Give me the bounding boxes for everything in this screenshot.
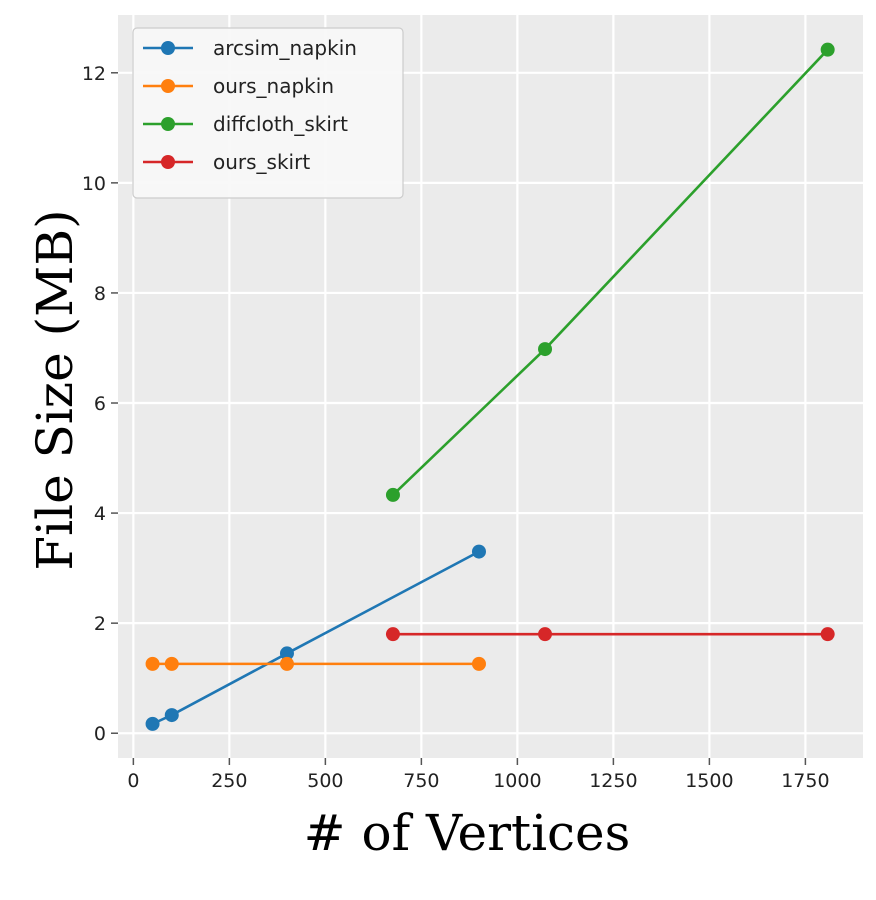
data-point xyxy=(385,487,400,502)
legend-label: arcsim_napkin xyxy=(213,36,357,60)
data-point xyxy=(164,656,179,671)
data-point xyxy=(820,42,835,57)
x-tick-label: 500 xyxy=(307,770,343,792)
data-point xyxy=(471,656,486,671)
legend-marker xyxy=(161,117,175,131)
x-tick-labels: 0 250 500 750 1000 1250 1500 1750 xyxy=(127,758,830,792)
legend-item: arcsim_napkin xyxy=(143,36,357,60)
legend-item: diffcloth_skirt xyxy=(143,112,348,136)
series-group xyxy=(145,42,835,731)
legend-item: ours_skirt xyxy=(143,150,310,174)
legend-box xyxy=(132,27,404,199)
y-tick-labels: 0 2 4 6 8 10 12 xyxy=(82,63,118,745)
series-ours-napkin xyxy=(145,656,486,671)
data-point xyxy=(145,656,160,671)
series-arcsim-napkin xyxy=(145,544,486,731)
x-axis-title: # of Vertices xyxy=(304,804,631,862)
legend: arcsim_napkin ours_napkin diffcloth_skirto… xyxy=(132,27,404,199)
series-diffcloth-skirt xyxy=(385,42,835,502)
y-tick-label: 4 xyxy=(94,503,106,525)
y-tick-label: 2 xyxy=(94,613,106,635)
legend-marker xyxy=(161,41,175,55)
data-point xyxy=(471,544,486,559)
x-tick-label: 1500 xyxy=(685,770,733,792)
data-point xyxy=(279,646,294,661)
series-line xyxy=(152,550,480,726)
y-tick-label: 12 xyxy=(82,63,106,85)
y-axis-title: File Size (MB) xyxy=(26,209,84,570)
x-tick-label: 750 xyxy=(403,770,439,792)
data-point xyxy=(385,627,400,642)
legend-label: diffcloth_skirt xyxy=(213,112,348,136)
data-point xyxy=(145,716,160,731)
data-point xyxy=(538,627,553,642)
legend-marker xyxy=(161,155,175,169)
data-point xyxy=(820,627,835,642)
y-tick-label: 0 xyxy=(94,723,106,745)
x-tick-label: 250 xyxy=(211,770,247,792)
data-point xyxy=(538,342,553,357)
legend-label: ours_napkin xyxy=(213,74,334,98)
data-point xyxy=(164,708,179,723)
y-tick-label: 10 xyxy=(82,173,106,195)
series-ours-skirt xyxy=(385,627,835,642)
legend-marker xyxy=(161,79,175,93)
legend-label: ours_skirt xyxy=(213,150,310,174)
data-point xyxy=(279,656,294,671)
x-tick-label: 1250 xyxy=(589,770,637,792)
y-tick-label: 8 xyxy=(94,283,106,305)
x-tick-label: 0 xyxy=(127,770,139,792)
x-tick-label: 1750 xyxy=(781,770,829,792)
x-tick-label: 1000 xyxy=(493,770,541,792)
y-tick-label: 6 xyxy=(94,393,106,415)
legend-item: ours_napkin xyxy=(143,74,334,98)
